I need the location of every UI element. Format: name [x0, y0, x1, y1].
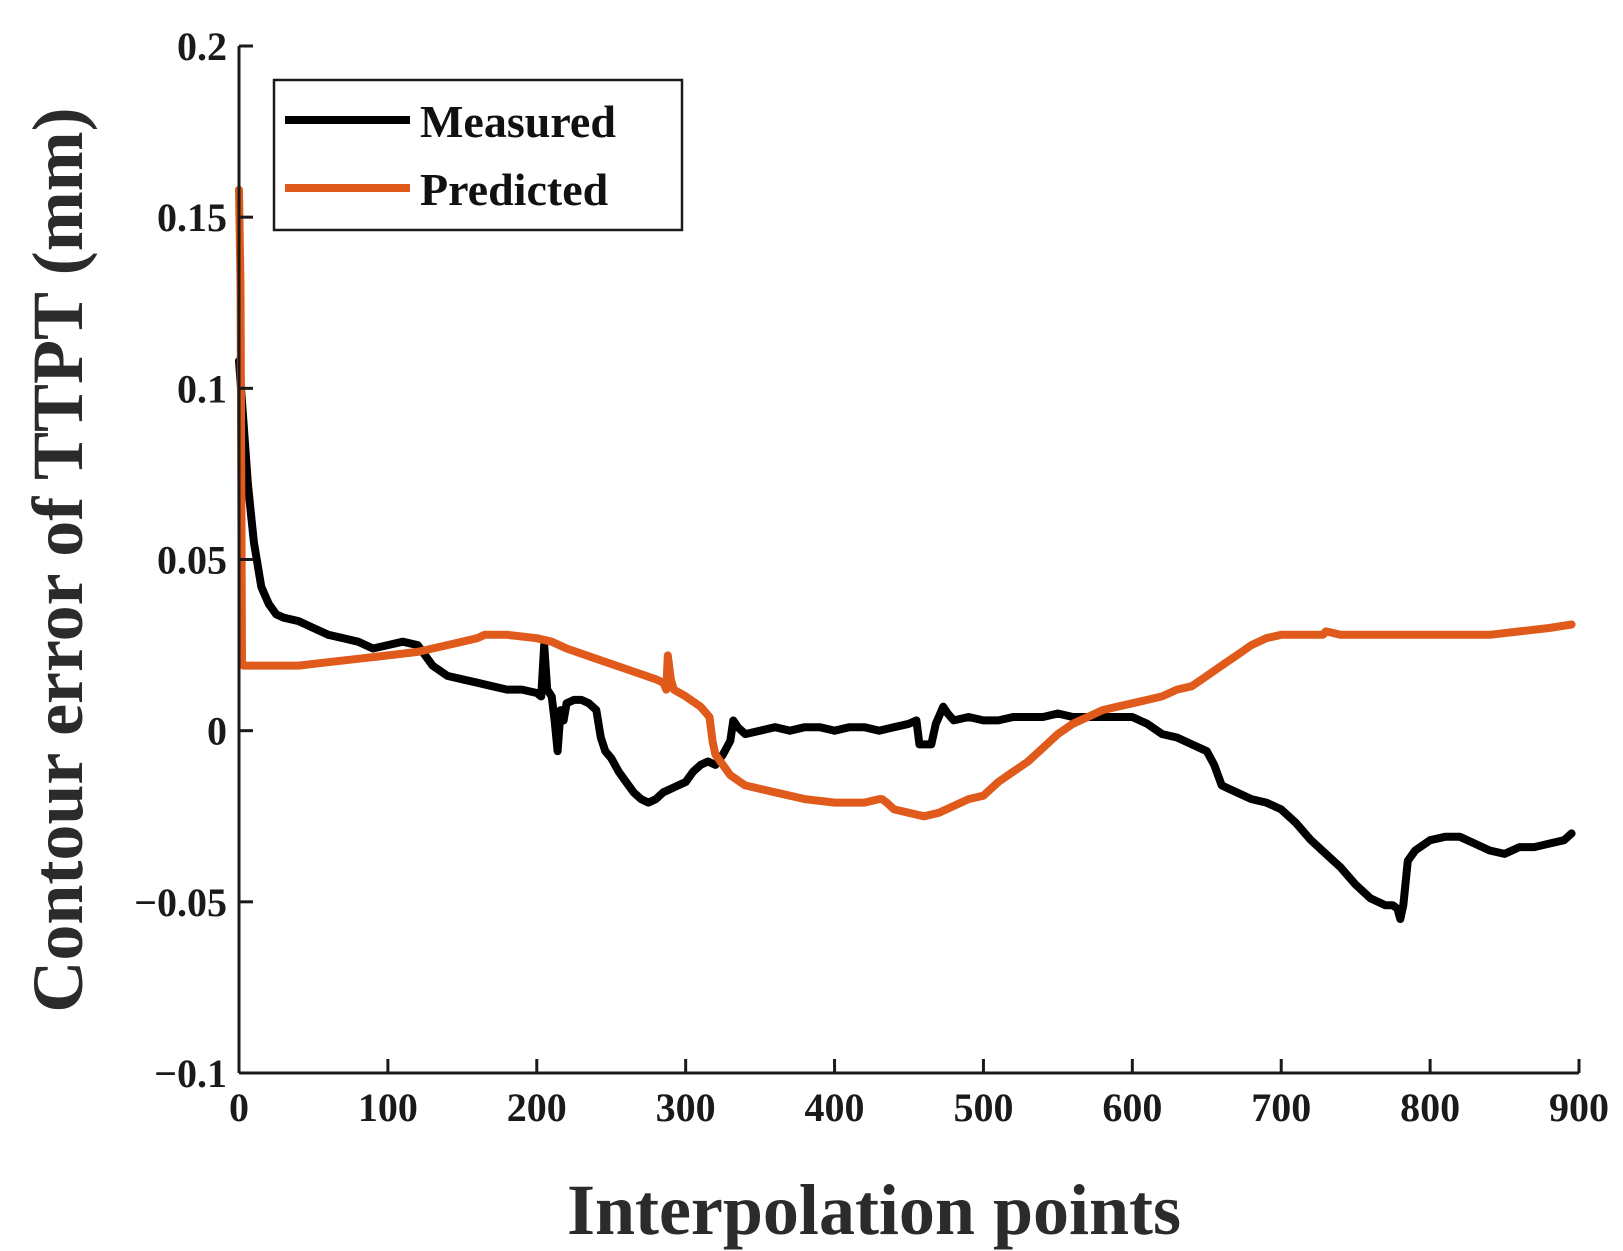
x-axis-title: Interpolation points: [567, 1170, 1181, 1250]
y-tick-label: 0.2: [177, 24, 227, 69]
legend-box: [272, 78, 684, 232]
y-tick-label: 0.1: [177, 366, 227, 411]
x-tick-label: 400: [805, 1085, 865, 1130]
series-line-predicted: [235, 185, 1576, 821]
x-tick-label: 300: [656, 1085, 716, 1130]
x-tick-label: 700: [1251, 1085, 1311, 1130]
x-tick-label: 500: [953, 1085, 1013, 1130]
x-ticks: 0 100 200 300 400 500 600 700 800 900: [229, 1059, 1609, 1130]
series-line-measured: [235, 356, 1576, 923]
x-tick-label: 800: [1400, 1085, 1460, 1130]
series-layer: [235, 185, 1576, 923]
x-tick-label: 900: [1549, 1085, 1609, 1130]
x-tick-label: 200: [507, 1085, 567, 1130]
legend-label-predicted: Predicted: [420, 164, 609, 215]
legend-label-measured: Measured: [420, 96, 616, 147]
y-axis-title: Contour error of TTPT (mm): [18, 107, 98, 1012]
y-tick-label: −0.1: [154, 1051, 227, 1096]
legend: Measured Predicted: [272, 78, 684, 232]
y-ticks: −0.1 −0.05 0 0.05 0.1 0.15 0.2: [134, 24, 253, 1096]
y-tick-label: 0.15: [157, 195, 227, 240]
x-tick-label: 100: [358, 1085, 418, 1130]
x-tick-label: 0: [229, 1085, 249, 1130]
y-tick-label: 0: [207, 709, 227, 754]
y-tick-label: −0.05: [134, 880, 227, 925]
y-tick-label: 0.05: [157, 538, 227, 583]
x-tick-label: 600: [1102, 1085, 1162, 1130]
